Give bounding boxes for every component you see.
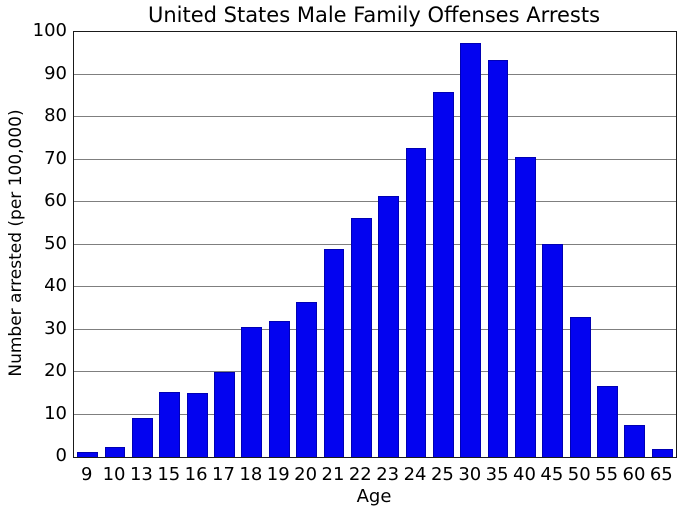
x-tick-label-23: 23	[376, 464, 400, 485]
bar-slot-55	[594, 32, 621, 457]
gridline-80	[74, 116, 676, 117]
gridline-20	[74, 371, 676, 372]
bar-slot-22	[348, 32, 375, 457]
y-tick-label-20: 20	[44, 360, 67, 381]
bar-slot-45	[539, 32, 566, 457]
x-tick-label-18: 18	[239, 464, 263, 485]
x-tick-label-25: 25	[430, 464, 454, 485]
bar-slot-25	[430, 32, 457, 457]
x-tick-label-16: 16	[184, 464, 208, 485]
y-tick-label-0: 0	[55, 445, 67, 466]
x-tick-label-22: 22	[348, 464, 372, 485]
y-tick-label-80: 80	[44, 105, 67, 126]
bar-age-25	[432, 91, 454, 457]
x-tick-label-24: 24	[403, 464, 427, 485]
bar-age-17	[214, 372, 235, 457]
bar-slot-35	[484, 32, 511, 457]
bar-slot-9	[74, 32, 101, 457]
bar-slot-18	[238, 32, 265, 457]
y-tick-label-90: 90	[44, 62, 67, 84]
x-tick-label-13: 13	[129, 464, 153, 485]
bar-slot-20	[293, 32, 320, 457]
x-tick-label-40: 40	[513, 464, 536, 485]
bar-age-10	[104, 447, 126, 457]
bar-slot-30	[457, 32, 484, 457]
bar-slot-23	[375, 32, 402, 457]
gridline-90	[74, 73, 676, 75]
x-tick-label-45: 45	[540, 464, 564, 485]
y-tick-label-10: 10	[44, 402, 67, 424]
bar-age-23	[378, 195, 400, 457]
bar-slot-15	[156, 32, 183, 457]
bar-slot-21	[320, 32, 347, 457]
x-tick-label-9: 9	[80, 464, 93, 485]
bar-age-20	[296, 301, 317, 457]
y-tick-label-50: 50	[44, 232, 67, 254]
bar-age-30	[460, 42, 482, 457]
bar-slot-13	[129, 32, 156, 457]
bar-slot-17	[211, 32, 238, 457]
bar-slot-40	[512, 32, 539, 457]
bar-age-35	[487, 59, 509, 457]
bar-age-15	[159, 392, 181, 457]
y-tick-label-60: 60	[44, 190, 67, 211]
bar-slot-24	[402, 32, 429, 457]
x-tick-label-15: 15	[157, 464, 181, 485]
bar-age-21	[323, 249, 345, 457]
bar-age-65	[651, 448, 673, 457]
bar-slot-16	[183, 32, 210, 457]
bar-slot-50	[566, 32, 593, 457]
x-tick-label-10: 10	[102, 464, 126, 485]
bar-age-19	[268, 321, 290, 457]
bar-age-16	[186, 393, 208, 457]
y-tick-label-100: 100	[32, 20, 67, 41]
bar-slot-19	[266, 32, 293, 457]
x-tick-label-20: 20	[294, 464, 318, 485]
gridline-40	[74, 286, 676, 287]
bar-slot-10	[101, 32, 128, 457]
chart-title: United States Male Family Offenses Arres…	[147, 3, 601, 27]
y-axis-label: Number arrested (per 100,000)	[6, 109, 26, 377]
bar-slot-60	[621, 32, 648, 457]
bar-age-55	[597, 386, 618, 457]
bar-age-22	[350, 217, 372, 457]
y-tick-label-30: 30	[44, 317, 67, 339]
bar-age-50	[569, 317, 591, 457]
y-tick-label-40: 40	[44, 275, 67, 296]
x-tick-label-21: 21	[321, 464, 345, 485]
gridline-10	[74, 413, 676, 415]
x-tick-label-65: 65	[649, 464, 673, 485]
x-tick-label-55: 55	[595, 464, 619, 485]
plot-area	[73, 31, 677, 458]
bar-age-13	[132, 417, 153, 457]
bar-age-24	[405, 148, 427, 457]
x-tick-label-50: 50	[567, 464, 591, 485]
gridline-60	[74, 201, 676, 202]
x-tick-label-60: 60	[622, 464, 646, 485]
bar-age-60	[624, 424, 646, 457]
y-tick-label-70: 70	[44, 147, 67, 169]
gridline-30	[74, 328, 676, 330]
bar-age-9	[77, 452, 99, 457]
x-axis-label: Age	[356, 486, 392, 507]
gridline-70	[74, 158, 676, 160]
x-tick-label-30: 30	[458, 464, 482, 485]
bars-container	[74, 32, 676, 457]
x-tick-label-17: 17	[212, 464, 235, 485]
gridline-50	[74, 243, 676, 245]
bar-age-45	[542, 243, 564, 457]
x-tick-label-19: 19	[266, 464, 290, 485]
bar-slot-65	[649, 32, 676, 457]
bar-age-40	[515, 157, 536, 457]
bar-age-18	[241, 326, 263, 457]
x-tick-label-35: 35	[485, 464, 509, 485]
